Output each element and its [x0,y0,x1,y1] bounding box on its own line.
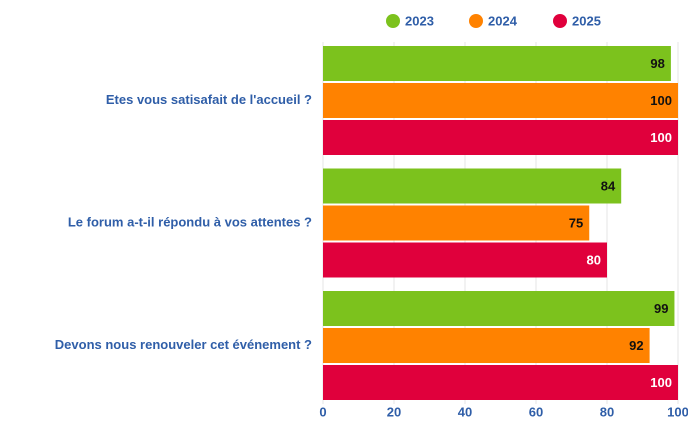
bar [323,120,678,155]
x-tick-label: 80 [600,404,614,419]
bar [323,365,678,400]
x-tick-label: 40 [458,404,472,419]
legend-label: 2023 [405,13,434,28]
category-label: Devons nous renouveler cet événement ? [55,337,312,352]
bar [323,46,671,81]
data-label: 92 [629,338,643,353]
legend-marker [469,14,483,28]
legend-marker [553,14,567,28]
data-label: 84 [601,178,616,193]
bar [323,83,678,118]
x-tick-label: 20 [387,404,401,419]
x-tick-label: 100 [667,404,688,419]
category-label: Le forum a-t-il répondu à vos attentes ? [68,214,312,229]
x-tick-label: 60 [529,404,543,419]
bar [323,242,607,278]
data-label: 100 [650,375,672,390]
data-label: 75 [569,215,583,230]
bar [323,205,590,241]
bar [323,168,622,204]
data-label: 100 [650,93,672,108]
data-label: 99 [654,301,668,316]
legend-label: 2024 [488,13,518,28]
data-label: 98 [650,56,664,71]
data-label: 80 [587,252,601,267]
data-label: 100 [650,130,672,145]
category-label: Etes vous satisafait de l'accueil ? [106,92,312,107]
legend-marker [386,14,400,28]
bar [323,328,650,363]
legend-label: 2025 [572,13,601,28]
x-tick-label: 0 [319,404,326,419]
bar [323,291,675,326]
